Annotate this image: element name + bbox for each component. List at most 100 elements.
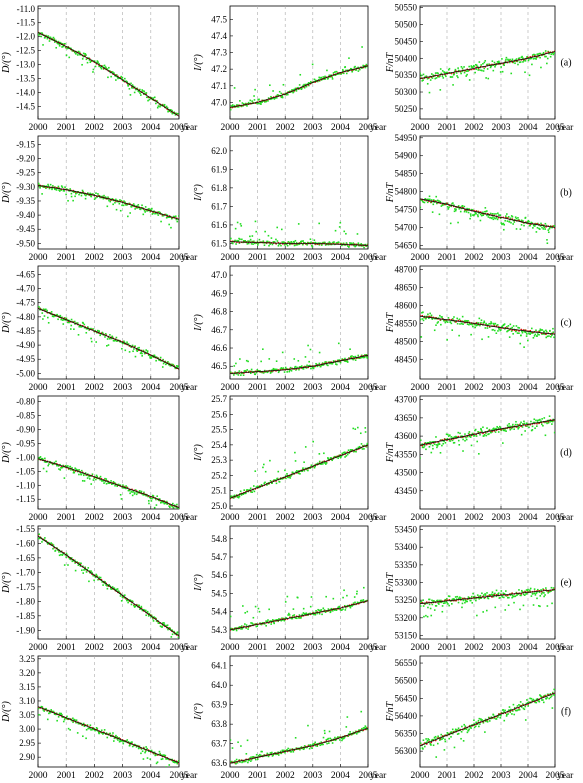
daily-point	[66, 465, 68, 468]
daily-point	[41, 312, 44, 314]
daily-point	[87, 567, 90, 569]
daily-point	[536, 588, 539, 591]
daily-point	[518, 426, 520, 429]
daily-point	[261, 101, 263, 103]
daily-point	[536, 425, 538, 427]
daily-point	[162, 754, 164, 756]
daily-point	[506, 594, 508, 597]
daily-point	[250, 243, 253, 245]
x-tick-label: 2000	[29, 513, 48, 523]
daily-point	[479, 594, 482, 597]
daily-point	[299, 473, 301, 475]
daily-point	[502, 592, 505, 595]
daily-point	[264, 371, 267, 373]
daily-point	[45, 707, 47, 710]
daily-point	[314, 613, 317, 616]
daily-point	[275, 96, 277, 99]
daily-point	[453, 441, 456, 444]
daily-point	[115, 588, 118, 591]
daily-point	[257, 242, 260, 244]
daily-point	[511, 58, 514, 61]
daily-point	[126, 739, 129, 741]
daily-point	[140, 94, 142, 96]
daily-point	[449, 204, 451, 207]
daily-point	[319, 365, 322, 368]
daily-point	[550, 332, 553, 335]
daily-point	[352, 427, 355, 430]
x-tick-label: 2003	[113, 771, 132, 781]
daily-point	[345, 72, 348, 75]
daily-point	[428, 598, 431, 601]
daily-point	[170, 226, 172, 229]
daily-point	[52, 315, 55, 318]
daily-point	[438, 213, 441, 216]
daily-point	[463, 205, 466, 208]
x-tick-label: 2003	[303, 253, 322, 263]
daily-point	[446, 601, 448, 604]
daily-point	[116, 200, 118, 203]
daily-point	[537, 604, 540, 607]
daily-point	[110, 480, 112, 482]
y-tick-label: 48650	[395, 283, 418, 293]
daily-point	[460, 207, 463, 210]
daily-point	[510, 427, 513, 430]
daily-point	[171, 760, 174, 762]
daily-point	[366, 65, 368, 68]
daily-point	[492, 216, 494, 218]
daily-point	[525, 589, 528, 591]
daily-point	[148, 207, 150, 210]
daily-point	[436, 322, 439, 324]
daily-point	[542, 424, 544, 427]
fit-line	[230, 65, 368, 108]
y-tick-label: 63.6	[211, 758, 227, 768]
daily-point	[241, 761, 243, 764]
daily-point	[471, 432, 474, 435]
y-tick-label: 61.7	[211, 201, 227, 211]
y-tick-label: -9.40	[16, 210, 35, 220]
daily-point	[518, 327, 521, 329]
daily-point	[57, 187, 59, 189]
daily-point	[124, 201, 126, 204]
daily-point	[67, 199, 69, 202]
daily-point	[77, 50, 80, 53]
daily-point	[303, 242, 306, 244]
daily-point	[477, 324, 479, 326]
x-tick-label: 2001	[57, 771, 76, 781]
daily-point	[113, 740, 115, 742]
daily-point	[551, 602, 553, 605]
daily-point	[352, 602, 355, 604]
daily-point	[446, 206, 449, 208]
daily-point	[468, 431, 471, 433]
daily-point	[143, 90, 146, 93]
daily-point	[89, 61, 92, 64]
daily-point	[256, 758, 259, 760]
daily-point	[342, 596, 344, 599]
daily-point	[244, 760, 247, 763]
y-tick-label: -1.00	[16, 452, 35, 462]
daily-point	[525, 335, 528, 337]
daily-point	[333, 71, 336, 73]
daily-point	[467, 596, 470, 598]
daily-point	[233, 365, 236, 367]
daily-point	[113, 737, 116, 740]
daily-point	[248, 757, 251, 760]
daily-point	[158, 498, 161, 500]
panel-d-I: 2000 2001 2002 2003 2004 2005year25.725.625.5…	[193, 394, 387, 523]
daily-point	[303, 469, 306, 472]
daily-point	[542, 51, 545, 54]
daily-point	[486, 592, 488, 594]
daily-point	[262, 348, 264, 350]
daily-point	[318, 244, 321, 246]
daily-point	[88, 570, 91, 572]
daily-point	[455, 72, 458, 74]
daily-point	[521, 331, 524, 334]
daily-point	[478, 453, 480, 455]
y-tick-label: -9.15	[16, 139, 35, 149]
daily-point	[133, 492, 136, 494]
daily-point	[90, 337, 92, 340]
daily-point	[264, 470, 267, 473]
daily-point	[528, 332, 530, 335]
daily-point	[534, 427, 536, 430]
daily-point	[482, 70, 485, 72]
daily-point	[331, 76, 334, 78]
